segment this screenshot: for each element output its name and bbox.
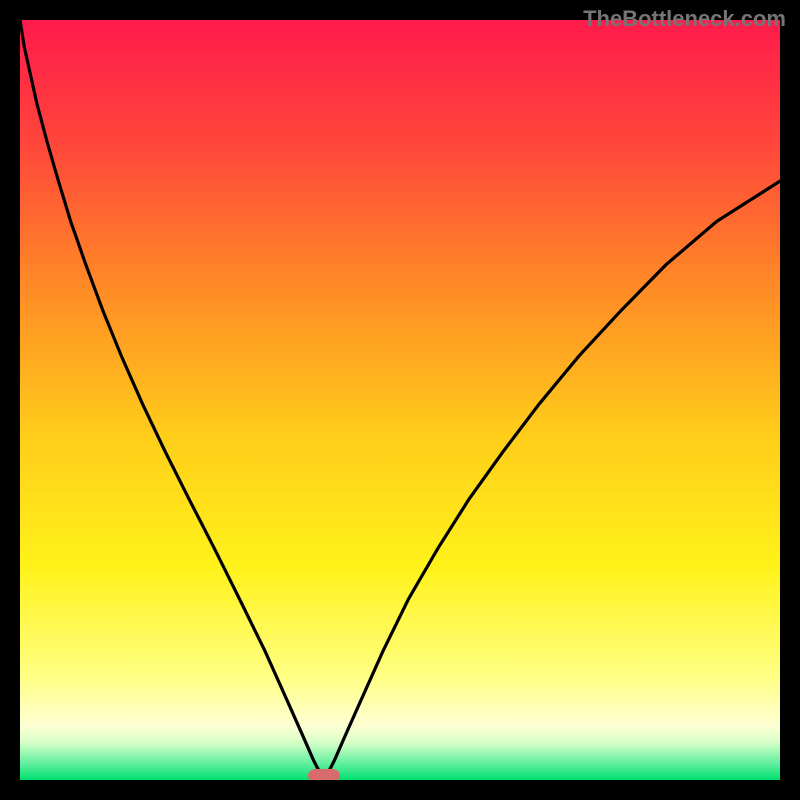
optimum-marker [308,769,340,782]
chart-container: { "chart": { "type": "line", "width": 80… [0,0,800,800]
bottleneck-curve-chart [0,0,800,800]
watermark-text: TheBottleneck.com [583,6,786,32]
gradient-background [20,20,780,780]
